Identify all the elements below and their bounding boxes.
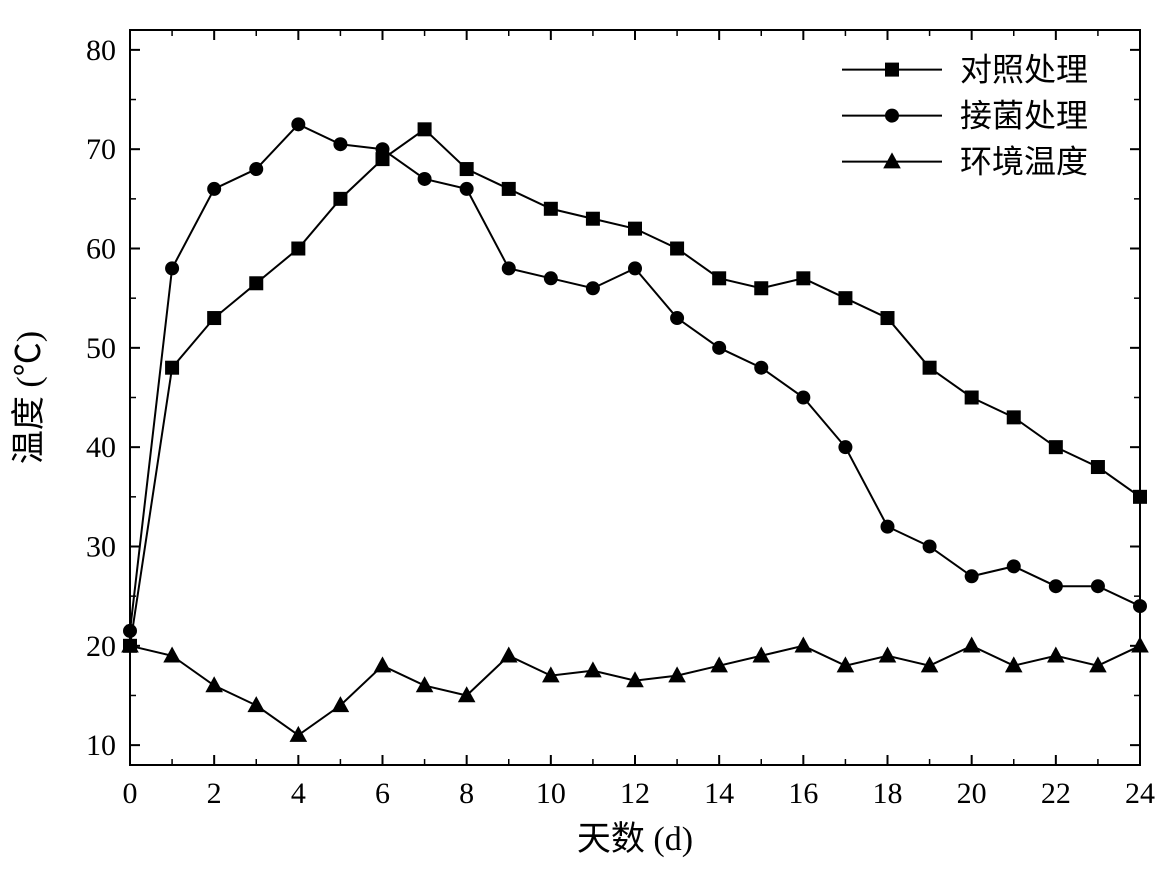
- chart-container: 0246810121416182022241020304050607080温度 …: [0, 0, 1170, 883]
- svg-text:18: 18: [873, 777, 903, 810]
- svg-text:天数 (d): 天数 (d): [577, 820, 693, 858]
- svg-text:60: 60: [86, 233, 116, 266]
- svg-text:40: 40: [86, 431, 116, 464]
- line-chart: 0246810121416182022241020304050607080温度 …: [0, 0, 1170, 883]
- svg-text:温度 (℃): 温度 (℃): [10, 331, 48, 464]
- svg-text:80: 80: [86, 34, 116, 67]
- series-接菌处理: [123, 117, 1147, 638]
- svg-text:30: 30: [86, 530, 116, 563]
- series-环境温度: [121, 637, 1149, 742]
- svg-text:70: 70: [86, 133, 116, 166]
- legend: 对照处理接菌处理环境温度: [842, 52, 1088, 180]
- svg-text:12: 12: [620, 777, 650, 810]
- svg-text:6: 6: [375, 777, 390, 810]
- svg-text:20: 20: [957, 777, 987, 810]
- svg-text:接菌处理: 接菌处理: [960, 98, 1088, 134]
- svg-text:24: 24: [1125, 777, 1155, 810]
- svg-text:环境温度: 环境温度: [960, 144, 1088, 180]
- svg-text:对照处理: 对照处理: [960, 52, 1088, 88]
- svg-text:10: 10: [536, 777, 566, 810]
- svg-text:2: 2: [207, 777, 222, 810]
- series-对照处理: [123, 122, 1147, 652]
- svg-text:16: 16: [788, 777, 818, 810]
- svg-text:20: 20: [86, 630, 116, 663]
- svg-text:22: 22: [1041, 777, 1071, 810]
- svg-text:10: 10: [86, 729, 116, 762]
- svg-text:14: 14: [704, 777, 734, 810]
- svg-text:50: 50: [86, 332, 116, 365]
- svg-text:0: 0: [123, 777, 138, 810]
- svg-text:8: 8: [459, 777, 474, 810]
- svg-text:4: 4: [291, 777, 306, 810]
